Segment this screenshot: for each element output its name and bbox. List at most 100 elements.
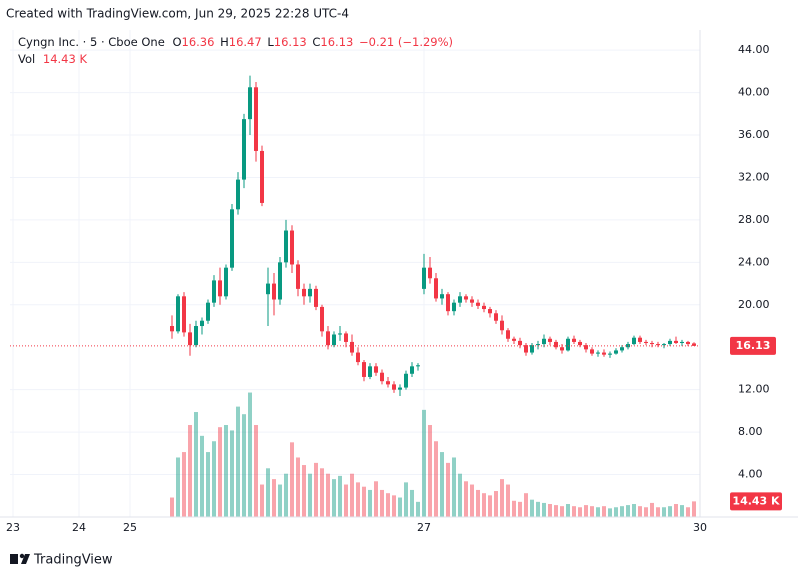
candle-body	[578, 341, 582, 346]
last-price-label: 16.13	[736, 339, 771, 352]
volume-bar	[266, 468, 270, 517]
created-note: Created with TradingView.com, Jun 29, 20…	[6, 7, 349, 21]
candle-body	[692, 343, 696, 346]
volume-bar	[584, 505, 588, 517]
x-tick-label: 27	[417, 521, 431, 534]
y-tick-label: 28.00	[738, 213, 770, 226]
volume-bar	[368, 489, 372, 517]
volume-bar	[572, 506, 576, 517]
volume-bar	[452, 457, 456, 517]
volume-bar	[212, 441, 216, 517]
volume-bar	[644, 507, 648, 517]
volume-bar	[206, 452, 210, 517]
candle-body	[170, 326, 174, 332]
candle-body	[488, 309, 492, 314]
candle-body	[236, 179, 240, 210]
x-tick-label: 24	[72, 521, 86, 534]
ohlc-label: L	[267, 35, 274, 49]
candle-body	[458, 296, 462, 303]
candle-body	[650, 342, 654, 345]
candle-body	[476, 302, 480, 306]
volume-bar	[176, 457, 180, 517]
volume-bar	[332, 479, 336, 517]
candle-body	[536, 344, 540, 346]
volume-bar	[320, 468, 324, 517]
volume-bar	[308, 473, 312, 517]
volume-legend: Vol 14.43 K	[18, 52, 87, 66]
volume-bar	[632, 504, 636, 517]
candle-body	[200, 320, 204, 327]
candle-body	[434, 278, 438, 299]
volume-bar	[188, 425, 192, 517]
volume-bar	[398, 497, 402, 517]
candle-body	[212, 280, 216, 303]
candle-body	[230, 209, 234, 268]
y-tick-label: 8.00	[738, 425, 763, 438]
candle-body	[332, 334, 336, 346]
y-tick-label: 20.00	[738, 298, 770, 311]
volume-bar	[476, 489, 480, 517]
candle-body	[644, 341, 648, 343]
volume-bar	[458, 473, 462, 517]
candle-body	[614, 350, 618, 354]
candle-body	[374, 366, 378, 373]
volume-bar	[554, 505, 558, 517]
candle-body	[410, 366, 414, 374]
volume-bar	[602, 506, 606, 517]
volume-bar	[338, 475, 342, 517]
volume-bar	[650, 502, 654, 517]
volume-bar	[302, 465, 306, 517]
volume-bar	[674, 504, 678, 517]
candle-body	[206, 302, 210, 321]
candle-body	[470, 299, 474, 303]
volume-bar	[614, 507, 618, 517]
last-price-box	[730, 336, 776, 355]
candle-body	[182, 296, 186, 333]
volume-bar	[236, 406, 240, 517]
candle-layer	[170, 75, 696, 397]
volume-bar	[494, 491, 498, 517]
volume-bar	[638, 506, 642, 517]
candle-body	[548, 338, 552, 342]
volume-bar	[284, 473, 288, 517]
volume-bar	[248, 392, 252, 517]
x-tick-label: 23	[6, 521, 20, 534]
candle-body	[680, 341, 684, 343]
candle-body	[194, 326, 198, 346]
candle-body	[284, 230, 288, 263]
candle-body	[518, 340, 522, 346]
ohlc-label: O	[172, 35, 181, 49]
ohlc-value: 16.13	[274, 35, 307, 49]
volume-bar	[254, 425, 258, 517]
candle-body	[662, 344, 666, 346]
candle-body	[596, 352, 600, 354]
candle-body	[386, 381, 390, 385]
y-tick-label: 44.00	[738, 43, 770, 56]
volume-bar	[464, 481, 468, 517]
volume-bar	[668, 506, 672, 517]
ohlc-value: 16.36	[182, 35, 215, 49]
candle-body	[452, 302, 456, 312]
volume-bar	[416, 501, 420, 517]
candle-body	[686, 341, 690, 345]
candle-body	[620, 347, 624, 351]
candle-body	[344, 333, 348, 342]
volume-bar	[518, 501, 522, 517]
y-tick-label: 24.00	[738, 255, 770, 268]
volume-bar	[386, 493, 390, 517]
volume-bar	[488, 495, 492, 517]
candle-body	[302, 288, 306, 297]
candle-body	[542, 338, 546, 345]
candle-body	[416, 365, 420, 367]
candle-body	[608, 353, 612, 355]
candle-body	[494, 313, 498, 321]
candle-body	[440, 294, 444, 299]
last-volume-label: 14.43 K	[732, 494, 780, 507]
volume-bar	[356, 482, 360, 517]
volume-bar	[230, 430, 234, 517]
x-tick-label: 25	[123, 521, 137, 534]
candle-body	[506, 330, 510, 339]
volume-bar	[536, 501, 540, 517]
candle-body	[422, 267, 426, 289]
y-tick-label: 36.00	[738, 128, 770, 141]
